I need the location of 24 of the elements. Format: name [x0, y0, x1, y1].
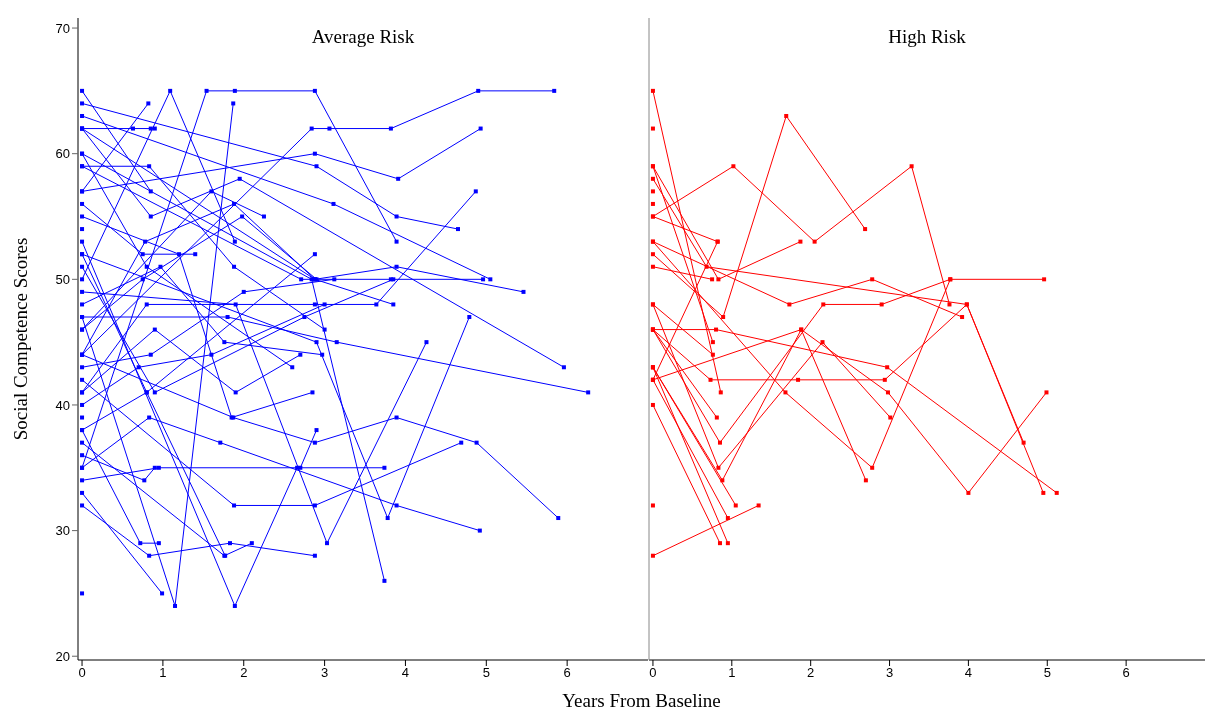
y-tick-label: 60: [55, 146, 70, 162]
x-tick-label: 3: [885, 665, 894, 681]
y-tick-label: 50: [55, 271, 70, 287]
chart-title: Average Risk: [310, 26, 416, 48]
x-tick-label: 6: [563, 665, 571, 681]
x-tick-label: 2: [240, 665, 248, 681]
x-tick-label: 3: [320, 665, 329, 681]
x-tick-label: 1: [159, 665, 167, 681]
y-axis-title: Social Competence Scores: [9, 237, 31, 441]
y-tick-label: 30: [55, 523, 70, 539]
y-tick-label: 20: [55, 648, 70, 664]
x-tick-label: 6: [1122, 665, 1130, 681]
x-tick-label: 2: [807, 665, 815, 681]
x-tick-label: 4: [401, 665, 410, 681]
x-axis-title: Years From Baseline: [561, 690, 722, 712]
x-tick-label: 1: [728, 665, 736, 681]
y-tick-label: 40: [55, 397, 70, 413]
x-tick-label: 5: [1043, 665, 1051, 681]
x-tick-label: 0: [78, 665, 86, 681]
x-tick-label: 4: [964, 665, 973, 681]
x-tick-label: 5: [482, 665, 490, 681]
x-tick-label: 0: [649, 665, 657, 681]
y-tick-label: 70: [55, 20, 70, 36]
chart-title: High Risk: [887, 26, 967, 48]
